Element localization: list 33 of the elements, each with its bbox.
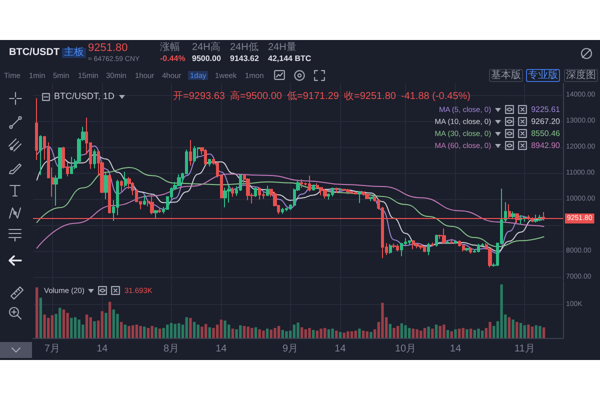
- annotation: 9267.20: [531, 116, 560, 126]
- x-tick-label: 14: [96, 344, 108, 354]
- annotation: 收=9251.80: [344, 91, 396, 102]
- text: -0.44%: [160, 54, 186, 62]
- annotation: 9225.61: [531, 104, 560, 114]
- x-tick-label: 7月: [44, 344, 60, 354]
- text: 9251.80: [88, 42, 128, 54]
- text: 24H量: [268, 42, 296, 52]
- text: 9500.00: [192, 54, 221, 62]
- text: 深度图: [564, 69, 598, 82]
- text: 24H高: [192, 42, 220, 52]
- annotation: 低=9171.29: [287, 91, 339, 102]
- annotation: 8550.46: [531, 128, 560, 138]
- text: BTC/USDT: [9, 47, 60, 58]
- x-tick-label: 14: [450, 344, 462, 354]
- annotation: 开=9293.63: [173, 91, 225, 102]
- text: 主板: [62, 46, 86, 58]
- x-tick-label: 9月: [282, 344, 298, 354]
- text: 42,144 BTC: [268, 54, 312, 62]
- annotation: -41.88 (-0.45%): [401, 91, 470, 102]
- x-tick-label: 14: [216, 344, 228, 354]
- text: BTC/USDT, 1D: [54, 91, 115, 101]
- text: 24H低: [230, 42, 258, 52]
- x-tick-label: 14: [334, 344, 346, 354]
- x-tick-label: 8月: [163, 344, 180, 354]
- text: 基本版: [489, 69, 523, 82]
- annotation: 高=9500.00: [230, 91, 282, 102]
- text: 专业版: [526, 69, 560, 82]
- annotation: 8942.90: [531, 140, 560, 150]
- text: 涨幅: [160, 42, 180, 52]
- text: 9143.62: [230, 54, 259, 62]
- x-tick-label: 10月: [394, 344, 416, 354]
- x-tick-label: 11月: [514, 344, 535, 354]
